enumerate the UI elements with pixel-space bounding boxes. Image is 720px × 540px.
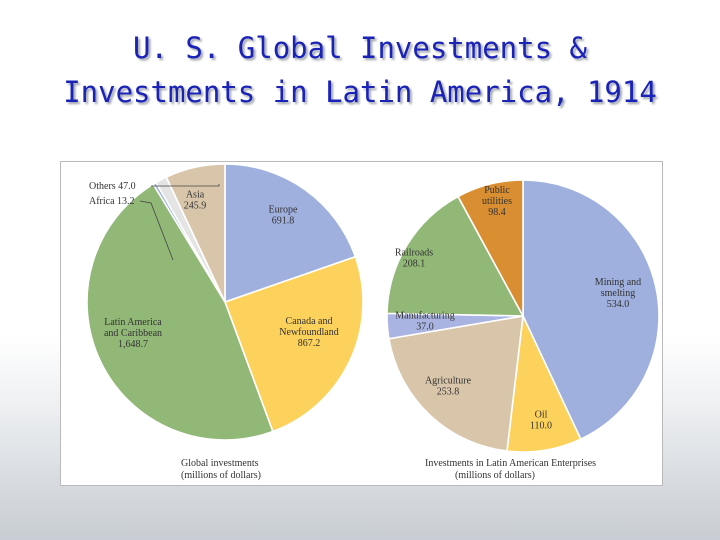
latam-slice-agriculture	[387, 315, 524, 452]
slide-title-line-2: Investments in Latin America, 1914	[63, 75, 657, 109]
latam-label-oil: Oil 110.0	[530, 410, 552, 432]
latam-caption-line-1: Investments in Latin American Enterprise…	[425, 458, 596, 469]
global-caption-line-2: (millions of dollars)	[181, 470, 261, 481]
latam-label-agriculture: Agriculture 253.8	[425, 376, 472, 398]
latam-slice-railroads	[386, 195, 525, 317]
latam-caption-line-2: (millions of dollars)	[455, 470, 535, 481]
global-label-canada-and-newfoundland: Canada and Newfoundland 867.2	[279, 316, 338, 349]
global-label-others: Others 47.0	[89, 181, 136, 192]
global-slice-canada-and-newfoundland	[223, 255, 364, 433]
latam-label-mining-and-smelting: Mining and smelting 534.0	[595, 277, 641, 310]
latam-slice-public-utilities	[456, 179, 524, 317]
latam-label-manufacturing: Manufacturing 37.0	[395, 311, 454, 333]
global-investments-pie: Europe 691.8 Canada and Newfoundland 867.2 La…	[86, 163, 364, 441]
global-leader-others	[151, 184, 220, 187]
global-caption-line-1: Global investments	[181, 458, 259, 469]
pie-charts-figure: Europe 691.8 Canada and Newfoundland 867.2 La…	[60, 161, 663, 486]
global-label-africa: Africa 13.2	[89, 196, 135, 207]
latin-america-investments-pie: Mining and smelting 534.0 Oil 110.0 Agricultu…	[386, 179, 660, 453]
global-label-asia: Asia 245.9	[184, 190, 207, 212]
latam-slice-mining-and-smelting	[522, 179, 660, 441]
global-label-latin-america-and-caribbean: Latin America and Caribbean 1,648.7	[104, 317, 162, 350]
global-leader-africa	[139, 200, 174, 261]
slide-title-line-1: U. S. Global Investments &	[133, 31, 587, 65]
global-slice-latin-america-and-caribbean	[86, 183, 274, 441]
slide-title: U. S. Global Investments & Investments i…	[0, 26, 720, 114]
pie-charts-svg: Europe 691.8 Canada and Newfoundland 867.2 La…	[86, 163, 660, 481]
latam-label-public-utilities: Public utilities 98.4	[482, 185, 512, 218]
global-slice-asia	[165, 163, 226, 303]
global-label-europe: Europe 691.8	[269, 205, 298, 227]
latam-label-railroads: Railroads 208.1	[395, 248, 433, 270]
